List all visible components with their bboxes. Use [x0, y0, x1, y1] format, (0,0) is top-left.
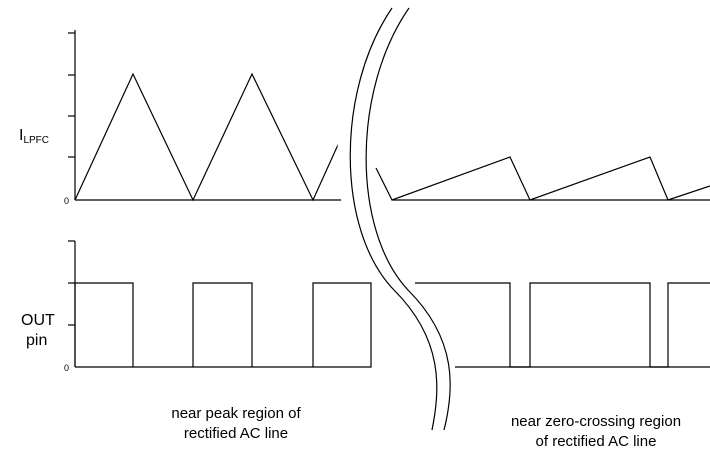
out-pin-label-line2: pin — [26, 332, 47, 349]
ilpfc-waveform-zero-crossing-region — [375, 156, 710, 201]
time-axis-break — [337, 4, 451, 432]
ilpfc-panel: ILPFC 0 — [19, 30, 710, 206]
ilpfc-waveform-peak-region — [74, 72, 352, 202]
break-gap — [337, 4, 441, 432]
caption-peak-region-line1: near peak region of — [171, 405, 301, 422]
break-line-left — [349, 7, 438, 431]
out-pin-zero-label: 0 — [64, 363, 69, 373]
break-line-right — [365, 7, 451, 431]
out-pin-waveform-zero-crossing-region — [415, 282, 710, 368]
out-pin-waveform-peak-region — [74, 282, 372, 368]
out-pin-y-ticks — [68, 240, 75, 326]
caption-zero-crossing-line2: of rectified AC line — [536, 433, 657, 450]
ilpfc-y-ticks — [68, 32, 75, 158]
ilpfc-label: ILPFC — [19, 127, 49, 146]
ilpfc-zero-label: 0 — [64, 196, 69, 206]
out-pin-panel: OUT pin 0 — [21, 240, 710, 373]
caption-peak-region-line2: rectified AC line — [184, 425, 288, 442]
captions: near peak region of rectified AC line ne… — [171, 405, 681, 450]
out-pin-label-line1: OUT — [21, 312, 55, 329]
caption-zero-crossing-line1: near zero-crossing region — [511, 413, 681, 430]
